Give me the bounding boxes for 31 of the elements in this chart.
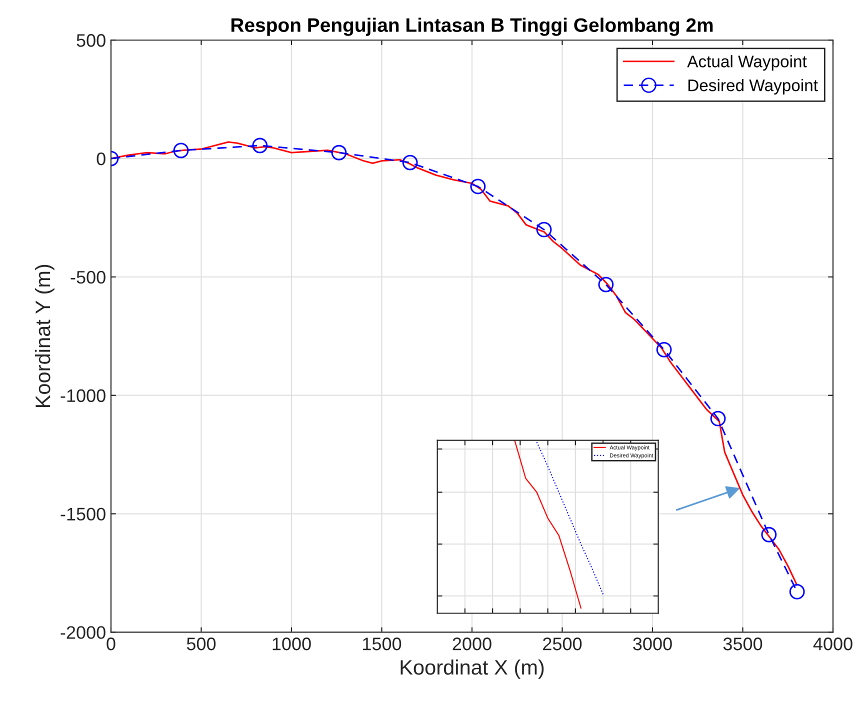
y-tick-label: 0 [96, 152, 106, 166]
point [789, 584, 805, 600]
y-tick-label: -2000 [60, 626, 106, 639]
y-tick-label: 500 [76, 34, 106, 47]
x-tick-label: 4000 [813, 638, 852, 650]
point [470, 178, 486, 194]
y-axis-title: Koordinat Y (m) [34, 264, 54, 408]
x-axis-title: Koordinat X (m) [400, 659, 544, 679]
x-tick-label: 2500 [543, 638, 582, 650]
point [536, 222, 552, 238]
x-tick-label: 3500 [723, 638, 762, 650]
x-tick-label: 500 [186, 638, 216, 650]
point [252, 138, 268, 154]
x-tick-label: 1500 [363, 638, 402, 650]
y-tick-label: -1500 [60, 508, 106, 520]
x-tick-label: 2000 [452, 638, 492, 650]
x-tick-label: 0 [106, 638, 116, 650]
x-tick-label: 3000 [633, 638, 672, 650]
point [656, 342, 672, 358]
chart-title: Respon Pengujian Lintasan B Tinggi Gelombang 2m [231, 18, 713, 36]
point [761, 526, 777, 542]
point [598, 276, 614, 292]
point [331, 144, 347, 160]
point [173, 142, 189, 158]
point [710, 410, 726, 426]
x-tick-label: 1000 [272, 638, 311, 650]
y-tick-label: -1000 [60, 389, 106, 402]
legend-label: Desired Waypoint [688, 79, 818, 95]
y-tick-label: -500 [70, 270, 106, 284]
legend-label: Actual Waypoint [687, 55, 807, 71]
point [402, 154, 418, 170]
